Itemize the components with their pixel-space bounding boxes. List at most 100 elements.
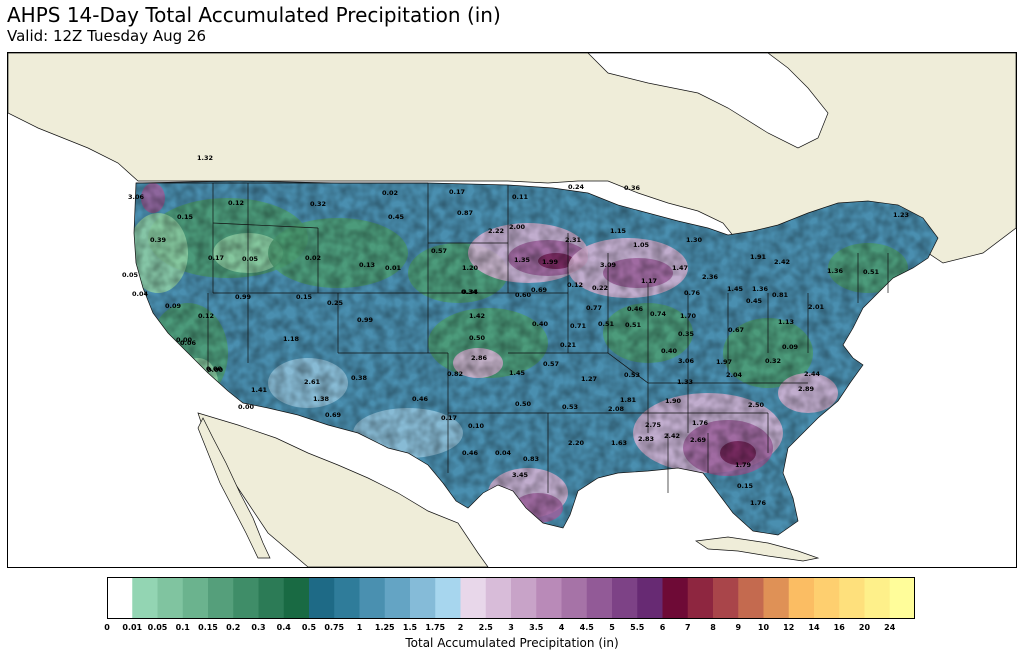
gauge-value-label: 1.05 [633, 241, 650, 249]
colorbar-swatch [309, 577, 335, 619]
colorbar-swatch [157, 577, 184, 619]
gauge-value-label: 0.15 [737, 482, 754, 490]
precipitation-map: 1.32 3.06 0.15 0.12 0.32 0.02 0.45 0.17 0.87 0.11… [7, 52, 1017, 568]
gauge-value-label: 1.90 [665, 397, 682, 405]
gauge-value-label: 1.36 [752, 285, 769, 293]
gauge-value-label: 0.46 [627, 305, 644, 313]
colorbar-swatch [687, 577, 714, 619]
gauge-value-label: 2.36 [702, 273, 719, 281]
gauge-value-label: 0.06 [180, 339, 197, 347]
gauge-value-label: 2.00 [509, 223, 526, 231]
gauge-value-label: 0.40 [661, 347, 678, 355]
colorbar-swatch [586, 577, 613, 619]
gauge-value-label: 0.45 [388, 213, 405, 221]
colorbar-swatch [334, 577, 360, 619]
gauge-value-label: 1.76 [750, 499, 767, 507]
colorbar-swatch [536, 577, 562, 619]
colorbar-tick-label: 4.5 [579, 623, 594, 632]
gauge-value-label: 0.04 [132, 290, 149, 298]
colorbar-swatch [435, 577, 461, 619]
colorbar-tick-label: 4 [558, 623, 565, 632]
colorbar-swatch [662, 577, 689, 619]
gauge-value-label: 1.79 [735, 461, 752, 469]
colorbar-tick-label: 14 [808, 623, 820, 632]
gauge-value-label: 1.45 [727, 285, 744, 293]
state-border [212, 222, 319, 229]
gauge-value-label: 0.99 [357, 316, 374, 324]
mexico-landmass [197, 412, 489, 567]
colorbar-tick-label: 0.01 [122, 623, 143, 632]
colorbar-swatch [233, 577, 259, 619]
gauge-value-label: 0.00 [238, 403, 255, 411]
colorbar-tick-label: 16 [833, 623, 845, 632]
gauge-value-label: 0.17 [449, 188, 465, 196]
gauge-value-label: 0.50 [515, 400, 532, 408]
gauge-value-label: 2.20 [568, 439, 585, 447]
colorbar-tick-label: 3 [508, 623, 514, 632]
gauge-value-label: 0.10 [468, 422, 485, 430]
gauge-value-label: 0.09 [165, 302, 182, 310]
colorbar-tick-label: 2 [457, 623, 464, 632]
gauge-value-label: 0.57 [431, 247, 447, 255]
gauge-value-label: 0.00 [206, 365, 223, 373]
gauge-value-label: 0.34 [461, 288, 478, 296]
gauge-value-label: 2.42 [664, 432, 680, 440]
colorbar-swatch [713, 577, 739, 619]
gauge-value-label: 1.81 [620, 396, 637, 404]
colorbar-swatch [410, 577, 436, 619]
gauge-value-label: 0.46 [412, 395, 429, 403]
gauge-value-label: 0.53 [562, 403, 578, 411]
state-borders [133, 180, 939, 536]
gauge-value-label: 3.09 [600, 261, 617, 269]
gauge-value-label: 1.15 [610, 227, 627, 235]
gauge-value-label: 2.04 [726, 371, 743, 379]
colorbar-tick-label: 10 [757, 623, 770, 632]
colorbar-swatch [738, 577, 764, 619]
gauge-value-label: 0.51 [863, 268, 880, 276]
gauge-value-label: 0.02 [382, 189, 398, 197]
colorbar-tick-label: 5 [609, 623, 615, 632]
gauge-value-label: 2.31 [565, 236, 582, 244]
gauge-value-label: 0.13 [359, 261, 375, 269]
gauge-value-label: 0.87 [457, 209, 473, 217]
colorbar-swatch [612, 577, 638, 619]
gauge-value-label: 0.36 [624, 184, 641, 192]
gauge-value-label: 0.05 [122, 271, 139, 279]
gauge-value-label: 0.53 [624, 371, 640, 379]
gauge-value-label: 1.17 [641, 277, 657, 285]
colorbar-tick-label: 1 [356, 623, 363, 632]
colorbar-tick-label: 1.5 [402, 623, 418, 632]
gauge-value-label: 1.45 [509, 369, 526, 377]
colorbar-tick-label: 0.1 [175, 623, 190, 632]
gauge-value-label: 2.22 [488, 227, 504, 235]
colorbar-tick-label: 24 [884, 623, 896, 632]
gauge-labels: 1.32 3.06 0.15 0.12 0.32 0.02 0.45 0.17 0.87 0.11… [122, 154, 909, 507]
gauge-value-label: 1.91 [750, 253, 767, 261]
gauge-value-label: 1.18 [283, 335, 300, 343]
gauge-value-label: 0.25 [327, 299, 344, 307]
colorbar-tick-label: 7 [684, 623, 691, 632]
gauge-value-label: 0.39 [150, 236, 167, 244]
gauge-value-label: 0.34 [462, 288, 479, 296]
gauge-value-label: 0.22 [592, 284, 608, 292]
colorbar-tick-label: 8 [710, 623, 716, 632]
colorbar-tick-label: 0.4 [276, 623, 291, 632]
gauge-value-label: 0.15 [177, 213, 194, 221]
colorbar-swatch [511, 577, 537, 619]
gauge-value-label: 0.51 [598, 320, 615, 328]
gauge-value-label: 0.17 [441, 414, 457, 422]
colorbar-tick-label: 3.5 [529, 623, 544, 632]
gauge-value-label: 2.69 [690, 436, 707, 444]
colorbar-swatch [839, 577, 865, 619]
gauge-value-label: 0.00 [176, 336, 193, 344]
colorbar-tick-label: 6 [659, 623, 666, 632]
colorbar-swatch [788, 577, 815, 619]
gauge-value-label: 2.75 [645, 421, 662, 429]
colorbar-swatch [889, 577, 915, 619]
colorbar-swatch [132, 577, 158, 619]
colorbar-tick-label: 20 [858, 623, 871, 632]
gauge-value-label: 1.32 [197, 154, 213, 162]
gauge-value-label: 1.30 [686, 236, 703, 244]
gauge-value-label: 3.45 [512, 471, 529, 479]
gauge-value-label: 0.83 [523, 455, 539, 463]
